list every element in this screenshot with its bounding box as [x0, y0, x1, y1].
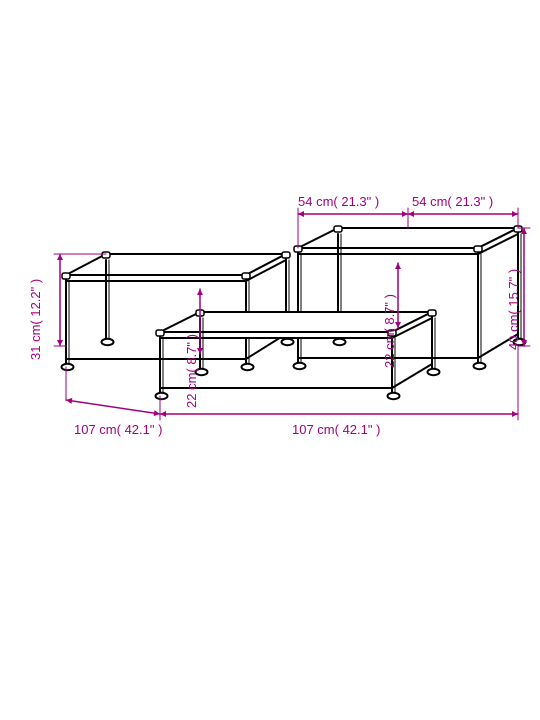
dimension-label: 54 cm( 21.3" ) — [298, 194, 379, 209]
dimension-label: 54 cm( 21.3" ) — [412, 194, 493, 209]
dimension-label: 40 cm( 15.7" ) — [506, 269, 521, 350]
dimension-label: 107 cm( 42.1" ) — [74, 422, 162, 437]
dimension-label: 31 cm( 12.2" ) — [28, 279, 43, 360]
dimension-label: 22 cm( 8.7" ) — [184, 334, 199, 408]
dimension-label: 107 cm( 42.1" ) — [292, 422, 380, 437]
dimension-label: 22 cm( 8.7" ) — [382, 294, 397, 368]
furniture-diagram — [0, 0, 540, 720]
